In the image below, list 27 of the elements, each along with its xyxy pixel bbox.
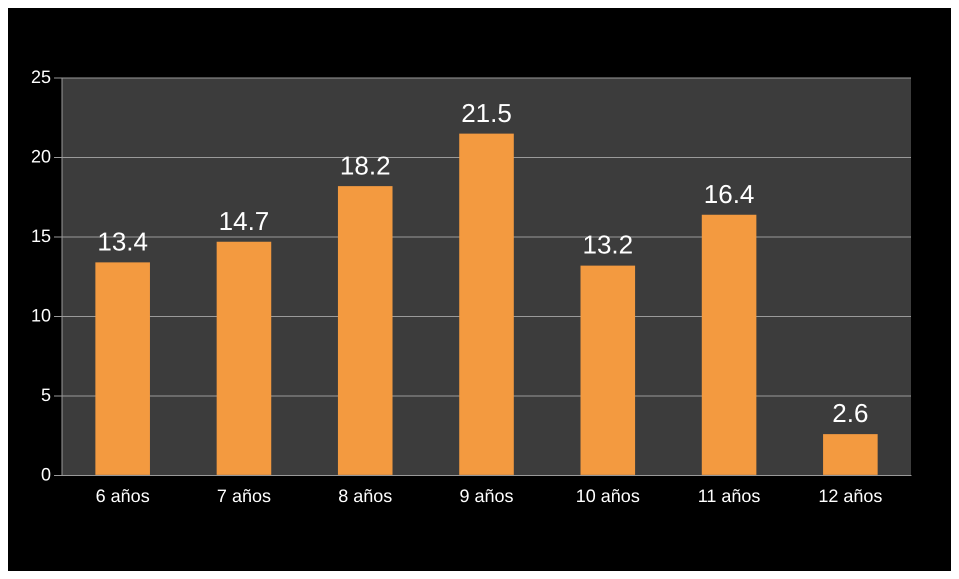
y-tick-label: 10 (30, 305, 52, 326)
bar (459, 134, 514, 475)
bar (702, 214, 756, 475)
x-tick-label: 8 años (338, 486, 392, 506)
data-label: 13.2 (582, 230, 634, 260)
x-tick-label: 12 años (818, 486, 882, 506)
data-label: 2.6 (832, 398, 868, 428)
data-label: 16.4 (704, 178, 754, 209)
x-tick-label: 11 años (698, 486, 760, 506)
y-tick-label: 15 (30, 226, 52, 246)
x-tick-label: 7 años (216, 486, 271, 506)
x-tick-label: 9 años (459, 486, 514, 506)
y-tick-label: 20 (30, 146, 52, 166)
x-tick-label: 6 años (96, 486, 150, 506)
data-label: 14.7 (218, 206, 270, 236)
bar (95, 262, 150, 475)
data-label: 13.4 (97, 226, 148, 257)
data-label: 18.2 (340, 150, 391, 180)
bar (580, 266, 636, 475)
x-tick-label: 10 años (576, 486, 640, 506)
data-label: 21.5 (461, 98, 512, 128)
bar (216, 242, 272, 475)
y-tick-label: 5 (41, 384, 52, 405)
y-tick-label: 0 (41, 464, 52, 484)
y-tick-label: 25 (30, 66, 52, 87)
bar (823, 434, 878, 475)
bar (338, 186, 393, 475)
